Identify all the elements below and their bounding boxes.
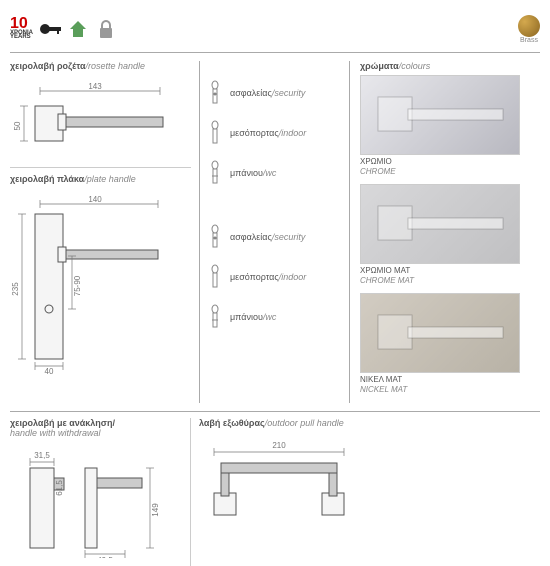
- swatch-label: ΧΡΩΜΙΟ ΜΑΤCHROME MAT: [360, 266, 530, 285]
- swatch-image: [360, 293, 520, 373]
- key-icon: [39, 19, 61, 39]
- svg-text:140: 140: [88, 195, 102, 204]
- brass-label: Brass: [518, 37, 540, 44]
- colour-swatch-0: ΧΡΩΜΙΟCHROME: [360, 75, 530, 176]
- withdrawal-diagram: 31,5 61,5 149 49,5: [10, 448, 180, 558]
- option-wc-2: μπάνιου/wc: [208, 303, 341, 331]
- plate-options: ασφαλείας/security μεσόπορτας/indoor μπά…: [208, 171, 341, 331]
- warranty-text2: YEARS: [10, 35, 33, 40]
- svg-text:149: 149: [151, 502, 160, 516]
- withdrawal-section: χειρολαβή με ανάκληση/ handle with withd…: [10, 418, 190, 566]
- rosette-section: χειρολαβή ροζέτα/rosette handle 143 50: [10, 61, 191, 159]
- outdoor-diagram: 210: [199, 438, 354, 528]
- house-icon: [67, 19, 89, 39]
- svg-text:50: 50: [13, 121, 22, 130]
- colour-swatch-2: ΝΙΚΕΛ ΜΑΤNICKEL MAT: [360, 293, 530, 394]
- swatch-label: ΧΡΩΜΙΟCHROME: [360, 157, 530, 176]
- bottom-row: χειρολαβή με ανάκληση/ handle with withd…: [10, 411, 540, 566]
- svg-text:49,5: 49,5: [97, 556, 113, 558]
- option-security-2: ασφαλείας/security: [208, 223, 341, 251]
- outdoor-title: λαβή εξωθύρας/outdoor pull handle: [199, 418, 350, 428]
- colours-column: χρώματα/colours ΧΡΩΜΙΟCHROME ΧΡΩΜΙΟ ΜΑΤC…: [350, 61, 530, 403]
- option-indoor-2: μεσόπορτας/indoor: [208, 263, 341, 291]
- svg-text:31,5: 31,5: [34, 451, 50, 460]
- swatch-label: ΝΙΚΕΛ ΜΑΤNICKEL MAT: [360, 375, 530, 394]
- plate-title: χειρολαβή πλάκα/plate handle: [10, 174, 191, 184]
- colour-swatch-1: ΧΡΩΜΙΟ ΜΑΤCHROME MAT: [360, 184, 530, 285]
- rosette-title: χειρολαβή ροζέτα/rosette handle: [10, 61, 191, 71]
- svg-text:235: 235: [11, 282, 20, 296]
- colours-title: χρώματα/colours: [360, 61, 530, 71]
- brass-ball-icon: [518, 15, 540, 37]
- header-divider: [10, 52, 540, 53]
- option-security: ασφαλείας/security: [208, 79, 341, 107]
- svg-text:40: 40: [45, 367, 54, 374]
- outdoor-section: λαβή εξωθύρας/outdoor pull handle 210: [190, 418, 350, 566]
- options-column: ασφαλείας/security μεσόπορτας/indoor μπά…: [200, 61, 350, 403]
- svg-text:210: 210: [272, 441, 286, 450]
- technical-drawings-column: χειρολαβή ροζέτα/rosette handle 143 50 χ…: [10, 61, 200, 403]
- withdrawal-title: χειρολαβή με ανάκληση/ handle with withd…: [10, 418, 182, 438]
- swatches-list: ΧΡΩΜΙΟCHROME ΧΡΩΜΙΟ ΜΑΤCHROME MAT ΝΙΚΕΛ …: [360, 75, 530, 395]
- warranty-badge: 10 ΧΡΟΝΙΑ YEARS: [10, 18, 33, 40]
- main-content: χειρολαβή ροζέτα/rosette handle 143 50 χ…: [10, 61, 540, 403]
- swatch-image: [360, 75, 520, 155]
- swatch-image: [360, 184, 520, 264]
- svg-text:61,5: 61,5: [55, 479, 64, 495]
- lock-icon: [95, 19, 117, 39]
- svg-text:75-90: 75-90: [73, 275, 82, 296]
- svg-text:143: 143: [88, 82, 102, 91]
- plate-section: χειρολαβή πλάκα/plate handle 140 235 75-…: [10, 167, 191, 382]
- brass-indicator: Brass: [518, 15, 540, 44]
- option-indoor: μεσόπορτας/indoor: [208, 119, 341, 147]
- header-left: 10 ΧΡΟΝΙΑ YEARS: [10, 18, 117, 40]
- rosette-options: ασφαλείας/security μεσόπορτας/indoor μπά…: [208, 61, 341, 171]
- header: 10 ΧΡΟΝΙΑ YEARS Brass: [10, 10, 540, 48]
- plate-diagram: 140 235 75-90 40: [10, 194, 180, 374]
- rosette-diagram: 143 50: [10, 81, 180, 151]
